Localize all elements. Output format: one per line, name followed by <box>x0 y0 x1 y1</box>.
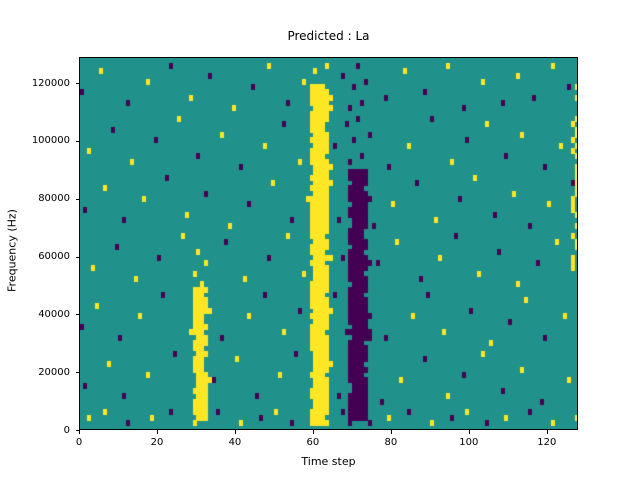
x-tick-mark <box>468 430 470 434</box>
heatmap-image <box>80 58 577 429</box>
y-tick-label: 120000 <box>31 77 70 89</box>
x-tick-label: 60 <box>306 437 320 448</box>
page-title: Predicted : La <box>287 29 370 43</box>
heatmap-axes[interactable] <box>79 57 578 430</box>
x-tick-label: 100 <box>459 437 479 448</box>
y-tick-mark <box>75 83 79 85</box>
x-tick-label: 120 <box>537 437 557 448</box>
x-tick-label: 40 <box>228 437 242 448</box>
y-tick-mark <box>75 314 79 316</box>
x-tick-mark <box>234 430 236 434</box>
y-tick-label: 0 <box>63 424 70 436</box>
x-tick-label: 20 <box>150 437 164 448</box>
y-axis-label: Frequency (Hz) <box>5 208 19 292</box>
x-tick-mark <box>156 430 158 434</box>
y-tick-mark <box>75 256 79 258</box>
x-tick-mark <box>390 430 392 434</box>
x-axis-label: Time step <box>301 455 356 468</box>
x-tick-label: 80 <box>384 437 398 448</box>
x-tick-mark <box>79 430 80 434</box>
y-tick-mark <box>75 372 79 374</box>
x-tick-mark <box>546 430 548 434</box>
y-tick-label: 80000 <box>38 193 70 205</box>
y-tick-label: 20000 <box>38 366 70 378</box>
y-tick-label: 100000 <box>31 135 70 147</box>
y-tick-mark <box>75 430 79 431</box>
y-tick-label: 60000 <box>38 251 70 262</box>
x-tick-label: 0 <box>75 437 83 448</box>
y-tick-mark <box>75 198 79 200</box>
y-tick-label: 40000 <box>38 308 70 320</box>
x-tick-mark <box>312 430 314 434</box>
y-tick-mark <box>75 140 79 142</box>
